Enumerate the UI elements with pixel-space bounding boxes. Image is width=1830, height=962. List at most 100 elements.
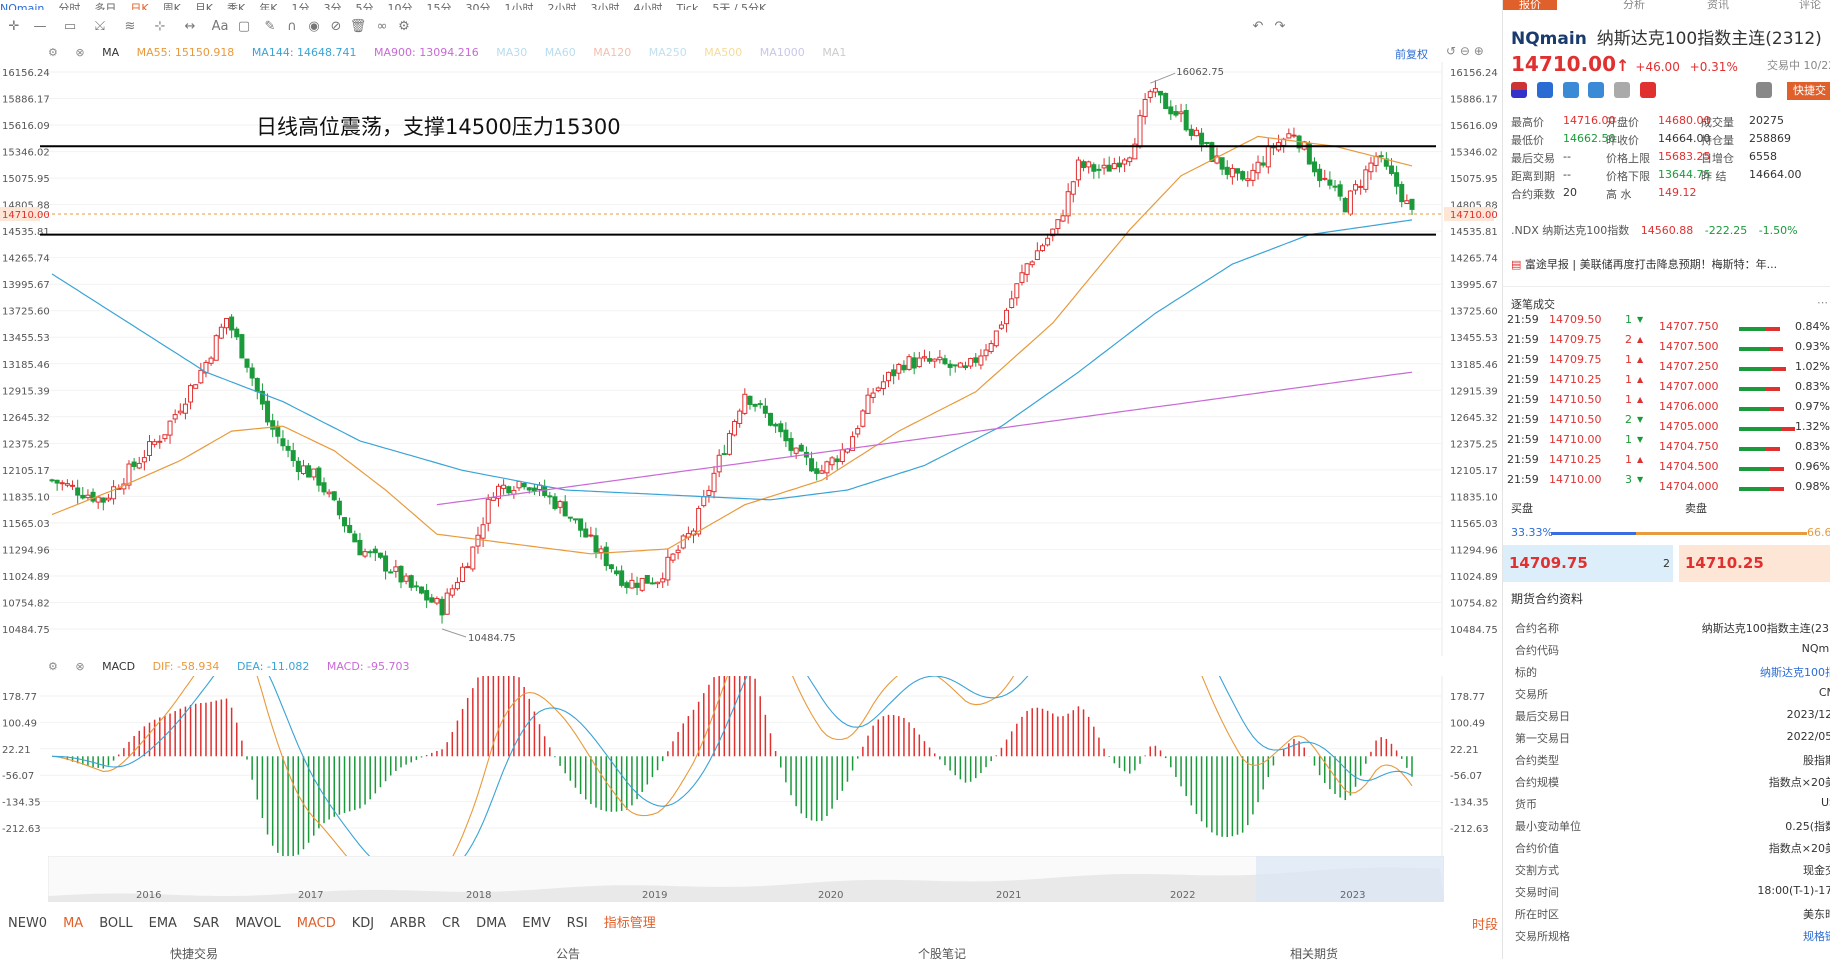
hide-icon[interactable]: ⊘ — [330, 19, 342, 34]
candle — [726, 433, 732, 455]
indicator-mavol[interactable]: MAVOL — [235, 916, 281, 931]
period-option[interactable]: 4小时 — [633, 2, 663, 10]
period-option[interactable]: 1分 — [291, 2, 310, 10]
tab-analysis[interactable]: 分析 — [1623, 0, 1645, 10]
lightning-icon[interactable] — [1536, 82, 1553, 98]
tab-announcements[interactable]: 公告 — [556, 947, 581, 961]
tab-quote[interactable]: 报价 — [1503, 0, 1557, 10]
period-option[interactable]: 月K — [194, 2, 214, 10]
tab-comments[interactable]: 评论 — [1799, 0, 1821, 10]
close-icon[interactable]: ⊗ — [75, 660, 85, 673]
close-icon[interactable]: ⊗ — [75, 46, 85, 59]
arrow-tool-icon[interactable]: ↔ — [184, 19, 196, 34]
trash-icon[interactable]: 🗑 — [349, 19, 367, 34]
period-option[interactable]: 5分 — [355, 2, 374, 10]
orderbook-row: 14706.000 0.97% — [1659, 400, 1830, 420]
candle — [957, 362, 963, 368]
fib-tool-icon[interactable]: ⤩ — [94, 19, 106, 34]
period-option[interactable]: 分时 — [58, 2, 81, 10]
ask-box[interactable]: 14710.25 — [1679, 545, 1830, 582]
tab-related-futures[interactable]: 相关期货 — [1290, 947, 1339, 961]
minus-icon[interactable]: ⊖ — [1459, 44, 1470, 58]
period-option[interactable]: 5天 / 5分K — [712, 2, 767, 10]
indicator-new0[interactable]: NEW0 — [8, 916, 48, 931]
indicator-manage[interactable]: 指标管理 — [603, 916, 656, 931]
macd-chart[interactable]: 178.77 178.77 100.49 100.49 22.21 22.21 -56.07… — [0, 676, 1500, 856]
candle — [598, 548, 604, 554]
news-headline[interactable]: 富途早报 | 美联储再度打击降息预期！梅斯特：年... — [1524, 258, 1778, 271]
settings-icon[interactable]: ⚙ — [48, 660, 58, 673]
candle — [1106, 164, 1112, 172]
triangle-up-icon: ▲ — [1637, 375, 1644, 384]
more-icon[interactable]: ⋯ — [1817, 296, 1828, 309]
measure-tool-icon[interactable]: ⊹ — [154, 19, 166, 34]
period-option[interactable]: 15分 — [426, 2, 452, 10]
indicator-dma[interactable]: DMA — [476, 916, 507, 931]
channel-tool-icon[interactable]: ≋ — [124, 19, 136, 34]
index-name[interactable]: .NDX 纳斯达克100指数 — [1511, 224, 1630, 237]
period-option[interactable]: 季K — [227, 2, 246, 10]
indicator-kdj[interactable]: KDJ — [351, 916, 375, 931]
range-overview[interactable]: 2016 2017 2018 2019 2020 2021 2022 2023 — [48, 856, 1444, 902]
indicator-arbr[interactable]: ARBR — [390, 916, 427, 931]
indicator-ma[interactable]: MA — [63, 916, 84, 931]
doc-icon[interactable] — [1614, 82, 1631, 98]
bid-box[interactable]: 14709.75 2 — [1503, 545, 1673, 582]
indicator-ema[interactable]: EMA — [148, 916, 177, 931]
text-tool-icon[interactable]: Aa — [211, 19, 229, 34]
indicator-sar[interactable]: SAR — [192, 916, 220, 931]
comment-tool-icon[interactable]: ▢ — [237, 19, 251, 34]
adjust-mode[interactable]: 前复权 — [1395, 48, 1428, 61]
pencil-icon[interactable]: ✎ — [264, 19, 276, 34]
info-value[interactable]: 规格链 — [1803, 930, 1830, 943]
best-bid-ask: 14709.75 2 14710.25 — [1503, 545, 1830, 582]
info-key: 交割方式 — [1515, 864, 1559, 877]
quick-trade-button[interactable]: 快捷交 — [1787, 82, 1830, 100]
period-option[interactable]: 年K — [259, 2, 278, 10]
crosshair-icon[interactable]: ✛ — [8, 19, 20, 34]
period-option[interactable]: 多日 — [94, 2, 117, 10]
candle — [460, 566, 466, 582]
period-option[interactable]: 3小时 — [590, 2, 620, 10]
tab-quick-trade[interactable]: 快捷交易 — [170, 947, 219, 961]
tag-icon[interactable] — [1588, 82, 1605, 98]
news-item[interactable]: ▤ 富途早报 | 美联储再度打击降息预期！梅斯特：年... — [1511, 256, 1777, 272]
line-tool-icon[interactable]: — — [33, 19, 47, 34]
undo-icon[interactable]: ↶ — [1252, 19, 1264, 34]
period-option[interactable]: Tick — [676, 2, 699, 10]
heart-icon[interactable] — [1640, 82, 1657, 98]
settings-icon[interactable]: ⚙ — [398, 19, 410, 34]
indicator-rsi[interactable]: RSI — [566, 916, 588, 931]
bell-icon[interactable] — [1755, 82, 1772, 98]
indicator-cr[interactable]: CR — [442, 916, 461, 931]
magnet-icon[interactable]: ∩ — [287, 19, 297, 34]
ma-indicator-name[interactable]: MA — [102, 46, 120, 59]
symbol-label[interactable]: NQmain — [0, 2, 45, 10]
redo-icon[interactable]: ↷ — [1274, 19, 1286, 34]
macd-indicator-name[interactable]: MACD — [102, 660, 136, 673]
period-option[interactable]: 30分 — [465, 2, 491, 10]
period-option[interactable]: 周K — [162, 2, 181, 10]
indicator-macd[interactable]: MACD — [296, 916, 336, 931]
overview-window[interactable] — [1256, 856, 1444, 902]
period-option[interactable]: 日K — [130, 2, 149, 10]
indicator-emv[interactable]: EMV — [522, 916, 551, 931]
settings-icon[interactable]: ⚙ — [48, 46, 58, 59]
session-button[interactable]: 时段 — [1472, 918, 1499, 933]
period-option[interactable]: 2小时 — [547, 2, 577, 10]
period-option[interactable]: 10分 — [387, 2, 413, 10]
eye-icon[interactable]: ◉ — [308, 19, 320, 34]
tab-news[interactable]: 资讯 — [1707, 0, 1729, 10]
tab-notes[interactable]: 个股笔记 — [918, 947, 967, 961]
info-value[interactable]: 纳斯达克100指 — [1760, 666, 1830, 679]
chart-icon[interactable] — [1562, 82, 1579, 98]
rect-tool-icon[interactable]: ▭ — [63, 19, 77, 34]
indicator-boll[interactable]: BOLL — [99, 916, 133, 931]
stat-label: 距离到期 — [1511, 170, 1555, 183]
plus-icon[interactable]: ⊕ — [1473, 44, 1484, 58]
reset-icon[interactable]: ↺ — [1446, 44, 1457, 58]
candlestick-chart[interactable]: 16156.24 16156.24 15886.17 15886.17 15616.09… — [0, 62, 1500, 656]
link-icon[interactable]: ∞ — [376, 19, 388, 34]
period-option[interactable]: 3分 — [323, 2, 342, 10]
period-option[interactable]: 1小时 — [504, 2, 534, 10]
